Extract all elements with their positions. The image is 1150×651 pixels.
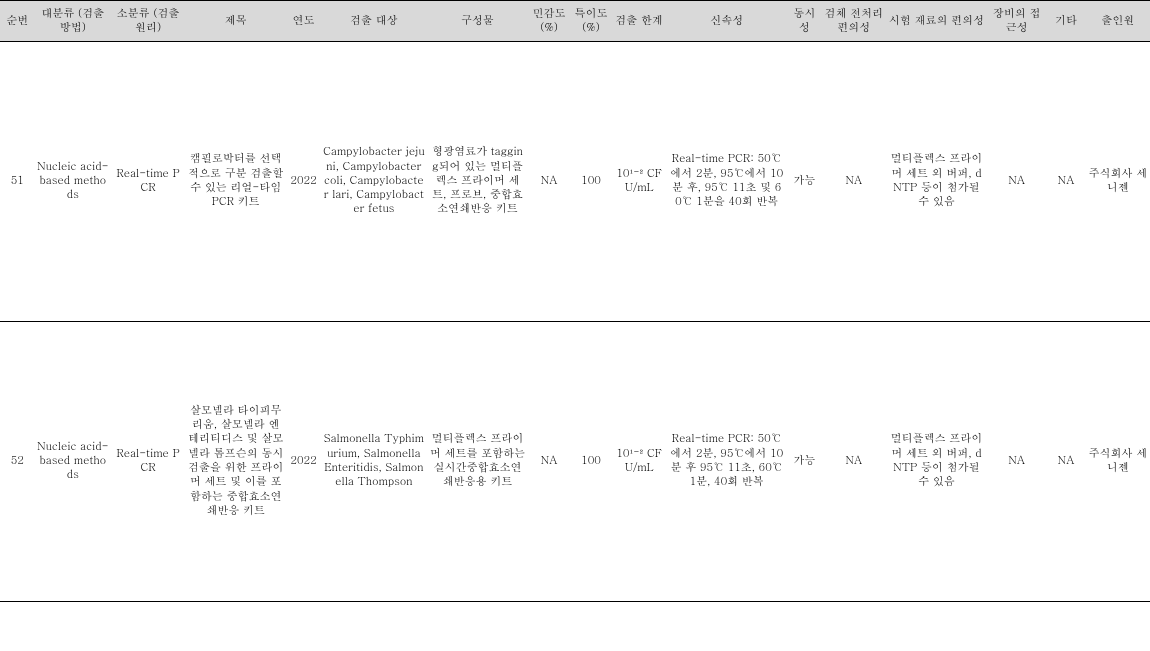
cell-compo: 형광염료가 tagging되어 있는 멀티플렉스 프라이머 세트, 프로브, 중…: [427, 41, 528, 321]
col-rapid: 신속성: [666, 1, 787, 42]
col-title: 제목: [185, 1, 286, 42]
cell-cat1: Nucleic acid-based methods: [35, 321, 112, 601]
cell-year: 2022: [286, 321, 321, 601]
cell-equip: NA: [987, 321, 1046, 601]
col-target: 검출 대상: [321, 1, 427, 42]
cell-cat2: Real-time PCR: [111, 41, 185, 321]
cell-simul: 가능: [787, 321, 822, 601]
cell-etc: NA: [1046, 41, 1085, 321]
col-cat2: 소분류 (검출원리): [111, 1, 185, 42]
cell-no: 51: [0, 41, 35, 321]
cell-rapid: Real-time PCR: 50℃에서 2분, 95℃에서 10분 후 95℃…: [666, 321, 787, 601]
col-prep: 검체 전처리 편의성: [822, 1, 886, 42]
cell-prep: NA: [822, 41, 886, 321]
col-spec: 특이도 (%): [570, 1, 612, 42]
table-header: 순번 대분류 (검출방법) 소분류 (검출원리) 제목 연도 검출 대상 구성물…: [0, 1, 1150, 42]
cell-prep: NA: [822, 321, 886, 601]
cell-equip: NA: [987, 41, 1046, 321]
cell-spec: 100: [570, 41, 612, 321]
cell-etc: NA: [1046, 321, 1085, 601]
table-body: 51 Nucleic acid-based methods Real-time …: [0, 41, 1150, 601]
cell-target: Salmonella Typhimurium, Salmonella Enter…: [321, 321, 427, 601]
col-lod: 검출 한계: [612, 1, 666, 42]
cell-lod: 10¹⁻² CFU/mL: [612, 321, 666, 601]
cell-appl: 주식회사 세니젠: [1086, 41, 1150, 321]
col-compo: 구성물: [427, 1, 528, 42]
col-reagent: 시험 재료의 편의성: [886, 1, 987, 42]
cell-simul: 가능: [787, 41, 822, 321]
col-sens: 민감도 (%): [528, 1, 570, 42]
cell-lod: 10¹⁻² CFU/mL: [612, 41, 666, 321]
cell-spec: 100: [570, 321, 612, 601]
cell-title: 캠필로박터를 선택적으로 구분 검출할 수 있는 리얼-타임 PCR 키트: [185, 41, 286, 321]
cell-year: 2022: [286, 41, 321, 321]
data-table: 순번 대분류 (검출방법) 소분류 (검출원리) 제목 연도 검출 대상 구성물…: [0, 0, 1150, 602]
table-row: 52 Nucleic acid-based methods Real-time …: [0, 321, 1150, 601]
col-year: 연도: [286, 1, 321, 42]
cell-compo: 멀티플렉스 프라이머 세트를 포함하는 실시간중합효소연쇄반응용 키트: [427, 321, 528, 601]
cell-no: 52: [0, 321, 35, 601]
cell-cat2: Real-time PCR: [111, 321, 185, 601]
col-no: 순번: [0, 1, 35, 42]
cell-rapid: Real-time PCR: 50℃에서 2분, 95℃에서 10분 후, 95…: [666, 41, 787, 321]
col-simul: 동시성: [787, 1, 822, 42]
cell-reagent: 멀티플렉스 프라이머 세트 외 버퍼, dNTP 등이 첨가될 수 있음: [886, 41, 987, 321]
table-row: 51 Nucleic acid-based methods Real-time …: [0, 41, 1150, 321]
cell-target: Campylobacter jejuni, Campylobacter coli…: [321, 41, 427, 321]
col-cat1: 대분류 (검출방법): [35, 1, 112, 42]
cell-cat1: Nucleic acid-based methods: [35, 41, 112, 321]
cell-appl: 주식회사 세니젠: [1086, 321, 1150, 601]
cell-title: 살모넬라 타이피무리움, 살모넬라 엔테리티디스 및 살모넬라 톰프슨의 동시 …: [185, 321, 286, 601]
cell-reagent: 멀티플렉스 프라이머 세트 외 버퍼, dNTP 등이 첨가될 수 있음: [886, 321, 987, 601]
cell-sens: NA: [528, 321, 570, 601]
col-equip: 장비의 접근성: [987, 1, 1046, 42]
cell-sens: NA: [528, 41, 570, 321]
col-appl: 출인원: [1086, 1, 1150, 42]
col-etc: 기타: [1046, 1, 1085, 42]
